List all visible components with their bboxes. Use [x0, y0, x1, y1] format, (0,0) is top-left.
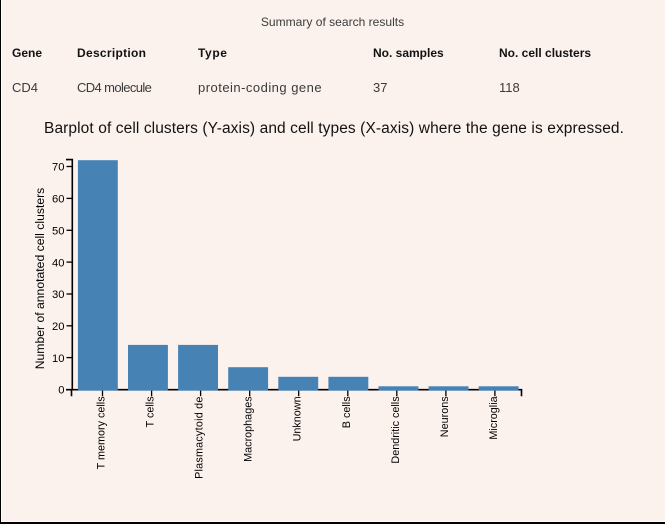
svg-text:T memory cells: T memory cells [96, 396, 108, 470]
svg-text:30: 30 [52, 289, 64, 301]
svg-text:10: 10 [52, 353, 64, 365]
svg-text:T cells: T cells [145, 396, 157, 428]
svg-text:Neurons: Neurons [439, 396, 451, 437]
svg-text:70: 70 [52, 162, 64, 174]
svg-text:Number of annotated cell clust: Number of annotated cell clusters [33, 188, 47, 370]
svg-text:Dendritic cells: Dendritic cells [390, 396, 402, 464]
svg-text:Plasmacytoid de: Plasmacytoid de [194, 396, 206, 479]
svg-text:0: 0 [58, 385, 64, 397]
svg-text:B cells: B cells [341, 396, 353, 428]
svg-text:40: 40 [52, 257, 64, 269]
svg-text:50: 50 [52, 226, 64, 238]
svg-text:Macrophages: Macrophages [243, 396, 255, 462]
svg-text:60: 60 [52, 194, 64, 206]
svg-text:Microglia: Microglia [488, 396, 500, 439]
svg-text:Unknown: Unknown [292, 396, 304, 441]
svg-text:20: 20 [52, 321, 64, 333]
